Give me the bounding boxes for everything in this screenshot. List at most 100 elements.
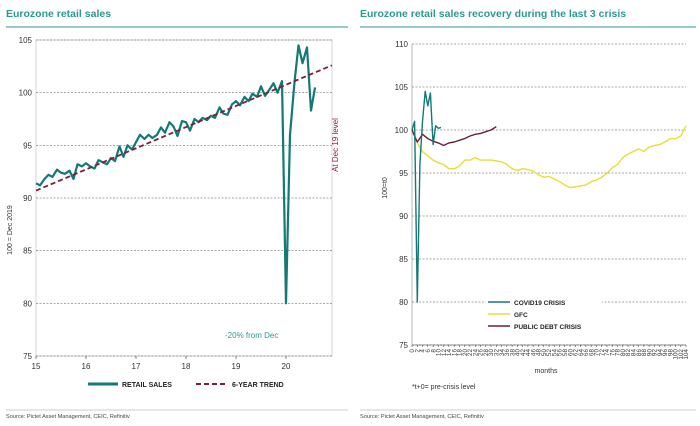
right-x-tick-label: 88 <box>641 349 648 357</box>
legend-retail-sales: RETAIL SALES <box>122 382 172 389</box>
right-x-tick-label: 82 <box>625 349 632 357</box>
left-y-tick-label: 95 <box>23 141 32 150</box>
left-x-tick-label: 17 <box>132 362 141 371</box>
right-x-tick-label: 38 <box>509 349 516 357</box>
right-y-tick-label: 105 <box>395 83 409 92</box>
right-y-tick-label: 85 <box>399 255 408 264</box>
right-x-tick-label: 92 <box>652 349 659 357</box>
right-x-tick-label: 28 <box>483 349 490 357</box>
right-x-tick-label: 62 <box>573 349 580 357</box>
right-x-tick-label: 14 <box>446 349 453 357</box>
left-x-tick-label: 18 <box>182 362 191 371</box>
right-x-tick-label: 16 <box>451 349 458 357</box>
right-x-tick-label: 4 <box>420 349 427 353</box>
left-series <box>35 44 333 305</box>
right-x-tick-label: 8 <box>430 349 437 353</box>
right-y-axis-label: 100=t0 <box>382 177 389 199</box>
right-x-tick-label: 58 <box>562 349 569 357</box>
right-x-tick-label: 48 <box>536 349 543 357</box>
right-x-tick-label: 90 <box>646 349 653 357</box>
right-x-axis-ticks: 0246810121416182022242628303234363840424… <box>409 345 690 360</box>
right-x-tick-label: 52 <box>546 349 553 357</box>
right-legend-box <box>486 295 602 331</box>
right-y-tick-label: 90 <box>399 212 408 221</box>
right-x-tick-label: 30 <box>488 349 495 357</box>
right-x-tick-label: 78 <box>615 349 622 357</box>
right-x-tick-label: 12 <box>441 349 448 357</box>
left-x-tick-label: 19 <box>232 362 241 371</box>
right-debt-line <box>411 126 497 147</box>
left-x-tick-label: 20 <box>282 362 291 371</box>
right-x-tick-label: 96 <box>662 349 669 357</box>
right-x-tick-label: 102 <box>678 349 685 360</box>
right-chart-title: Eurozone retail sales recovery during th… <box>360 8 627 20</box>
right-x-tick-label: 42 <box>520 349 527 357</box>
left-y-tick-label: 100 <box>19 89 33 98</box>
right-series <box>411 90 687 303</box>
right-gfc-line <box>411 125 687 189</box>
legend-covid: COVID19 CRISIS <box>514 300 566 307</box>
left-y-tick-label: 80 <box>23 299 32 308</box>
right-y-tick-label: 75 <box>399 341 408 350</box>
right-x-tick-label: 0 <box>409 349 416 353</box>
left-y-tick-label: 75 <box>23 352 32 361</box>
right-x-tick-label: 100 <box>673 349 680 360</box>
right-y-tick-label: 80 <box>399 298 408 307</box>
right-x-tick-label: 74 <box>604 349 611 357</box>
left-x-axis-ticks: 15 16 17 18 19 20 <box>32 356 291 371</box>
right-x-tick-label: 104 <box>683 349 690 360</box>
left-chart-title: Eurozone retail sales <box>6 8 112 20</box>
right-covid-line <box>411 90 442 303</box>
right-x-axis-label: months <box>535 368 558 375</box>
left-y-tick-label: 85 <box>23 247 32 256</box>
left-gridlines <box>35 39 333 357</box>
right-x-tick-label: 46 <box>530 349 537 357</box>
right-footnote: *t+0= pre-crisis level <box>412 384 476 391</box>
left-vertical-annotation: At Dec 19 level <box>331 118 340 172</box>
right-x-tick-label: 56 <box>557 349 564 357</box>
left-y-axis-ticks: 75 80 85 90 95 100 105 <box>19 36 33 361</box>
right-x-tick-label: 40 <box>515 349 522 357</box>
right-x-tick-label: 18 <box>457 349 464 357</box>
right-x-tick-label: 60 <box>567 349 574 357</box>
right-x-tick-label: 26 <box>478 349 485 357</box>
right-y-tick-label: 95 <box>399 169 408 178</box>
right-y-axis-ticks: 75 80 85 90 95 100 105 110 <box>395 40 409 350</box>
right-y-tick-label: 100 <box>395 126 409 135</box>
left-y-axis-label: 100 = Dec 2019 <box>7 205 14 255</box>
right-x-tick-label: 72 <box>599 349 606 357</box>
right-source-note: Source: Pictet Asset Management, CEIC, R… <box>360 414 484 420</box>
legend-trend: 6-YEAR TREND <box>232 382 284 389</box>
right-x-tick-label: 98 <box>667 349 674 357</box>
right-x-tick-label: 64 <box>578 349 585 357</box>
left-y-tick-label: 105 <box>19 36 33 45</box>
right-x-tick-label: 44 <box>525 349 532 357</box>
left-y-tick-label: 90 <box>23 194 32 203</box>
right-x-tick-label: 80 <box>620 349 627 357</box>
right-x-tick-label: 66 <box>583 349 590 357</box>
right-x-tick-label: 10 <box>436 349 443 357</box>
right-x-tick-label: 22 <box>467 349 474 357</box>
left-center-annotation: -20% from Dec <box>225 331 278 340</box>
legend-gfc: GFC <box>514 312 528 319</box>
legend-debt: PUBLIC DEBT CRISIS <box>514 324 582 331</box>
left-retail-sales-line <box>35 44 317 305</box>
right-x-tick-label: 50 <box>541 349 548 357</box>
left-source-note: Source: Pictet Asset Management, CEIC, R… <box>6 414 130 420</box>
right-x-tick-label: 34 <box>499 349 506 357</box>
right-x-tick-label: 32 <box>494 349 501 357</box>
right-x-tick-label: 94 <box>657 349 664 357</box>
right-x-tick-label: 54 <box>552 349 559 357</box>
right-x-tick-label: 84 <box>631 349 638 357</box>
right-x-tick-label: 20 <box>462 349 469 357</box>
right-x-tick-label: 68 <box>588 349 595 357</box>
right-x-tick-label: 36 <box>504 349 511 357</box>
right-x-tick-label: 86 <box>636 349 643 357</box>
right-x-tick-label: 76 <box>609 349 616 357</box>
left-x-tick-label: 15 <box>32 362 41 371</box>
right-x-tick-label: 70 <box>594 349 601 357</box>
left-x-tick-label: 16 <box>82 362 91 371</box>
right-x-tick-label: 6 <box>425 349 432 353</box>
right-x-tick-label: 24 <box>472 349 479 357</box>
